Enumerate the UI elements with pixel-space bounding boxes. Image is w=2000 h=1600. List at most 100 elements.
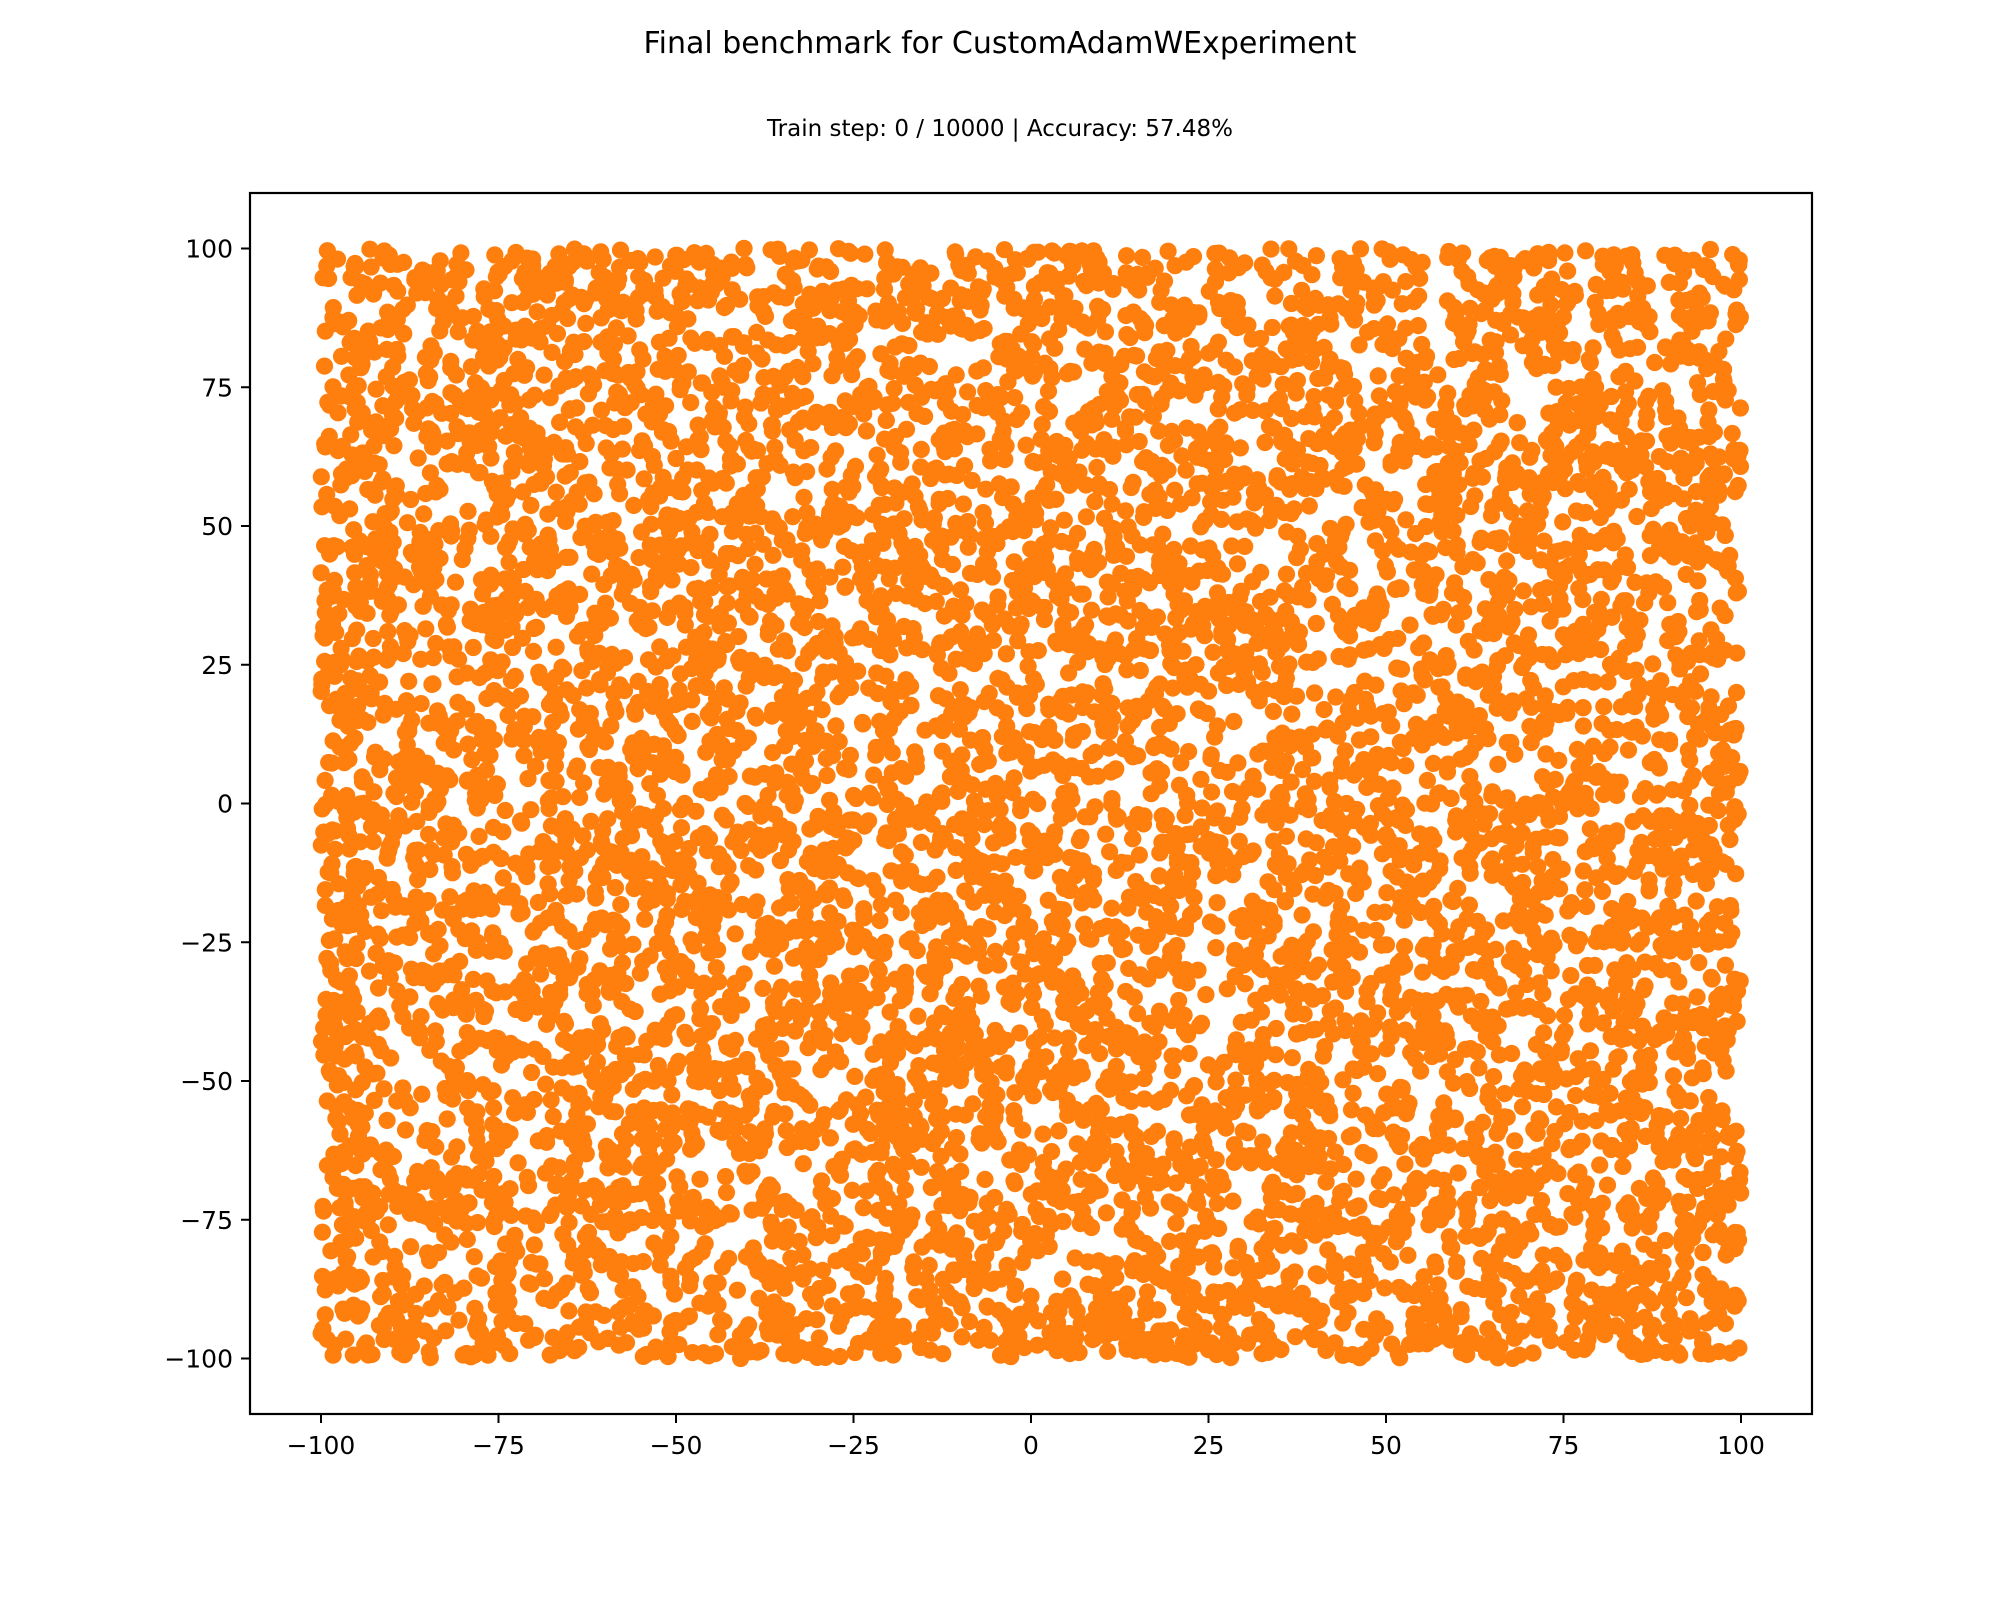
scatter-point (1729, 254, 1747, 272)
scatter-point (1168, 838, 1186, 856)
scatter-point (1094, 707, 1112, 726)
scatter-point (1726, 1148, 1744, 1166)
x-tick-label: 0 (1023, 1431, 1039, 1460)
scatter-point (1683, 1321, 1701, 1339)
scatter-point (318, 1156, 336, 1174)
x-tick-label: −100 (287, 1431, 356, 1460)
scatter-point (947, 246, 965, 264)
scatter-point (1721, 897, 1739, 915)
scatter-point (1436, 655, 1454, 673)
scatter-point (331, 738, 349, 757)
scatter-point (1383, 1335, 1401, 1353)
scatter-point (1148, 608, 1166, 626)
scatter-point (1334, 1314, 1352, 1332)
scatter-point (1275, 1151, 1293, 1169)
scatter-point (487, 1296, 505, 1314)
scatter-point (324, 1346, 342, 1364)
scatter-point (1554, 796, 1572, 814)
scatter-point (1627, 1342, 1645, 1360)
scatter-point (1453, 262, 1471, 280)
scatter-point (1028, 1336, 1046, 1354)
scatter-point (666, 262, 684, 280)
scatter-point (1626, 264, 1644, 282)
scatter-point (793, 1120, 812, 1138)
scatter-point (1336, 1021, 1355, 1040)
scatter-point (798, 463, 816, 481)
chart-subtitle: Train step: 0 / 10000 | Accuracy: 57.48% (767, 116, 1233, 142)
scatter-point (318, 485, 336, 503)
scatter-point (697, 245, 715, 263)
scatter-point (325, 571, 344, 590)
scatter-point (607, 319, 626, 337)
scatter-point (1099, 1342, 1117, 1360)
scatter-point (1476, 402, 1494, 420)
scatter-point (663, 1008, 682, 1026)
scatter-point-cloud (312, 239, 1750, 1368)
scatter-point (991, 1346, 1010, 1364)
scatter-point (1524, 1344, 1542, 1362)
scatter-point (452, 244, 470, 262)
scatter-point (318, 242, 336, 260)
scatter-point (1133, 248, 1152, 266)
scatter-point (947, 1129, 966, 1147)
scatter-point (1699, 1345, 1717, 1363)
scatter-point (908, 276, 926, 294)
scatter-point (1715, 725, 1733, 743)
y-tick-label: −25 (180, 928, 233, 957)
scatter-point (1265, 741, 1283, 759)
y-tick-label: 100 (185, 235, 233, 264)
y-tick-label: 50 (201, 512, 233, 541)
scatter-point (328, 1076, 346, 1094)
scatter-point (1206, 244, 1224, 263)
scatter-point (1341, 580, 1359, 598)
y-tick-label: 75 (201, 373, 233, 402)
scatter-point (1048, 968, 1066, 986)
scatter-point (1666, 246, 1684, 264)
scatter-point (1063, 255, 1081, 273)
scatter-point (1596, 1326, 1614, 1344)
scatter-point (1716, 391, 1734, 409)
scatter-point (783, 706, 801, 724)
scatter-point (1662, 355, 1680, 373)
scatter-point (380, 246, 398, 264)
scatter-point (736, 504, 754, 522)
x-tick-label: 25 (1193, 1431, 1225, 1460)
x-tick-label: 50 (1370, 1431, 1402, 1460)
scatter-point (425, 1329, 443, 1347)
scatter-point (319, 824, 337, 843)
scatter-point (975, 1318, 993, 1336)
scatter-point (413, 261, 432, 279)
scatter-point (526, 1326, 545, 1344)
scatter-point (1307, 247, 1325, 265)
scatter-point (849, 1334, 868, 1353)
scatter-point (637, 1346, 655, 1364)
scatter-point (765, 668, 783, 687)
scatter-point (1380, 243, 1398, 261)
scatter-point (347, 865, 365, 883)
scatter-point (900, 337, 918, 355)
scatter-point (1701, 1197, 1720, 1215)
scatter-point (1311, 1330, 1329, 1348)
scatter-point (1241, 1326, 1259, 1344)
scatter-point (1727, 305, 1745, 323)
scatter-point (1665, 1328, 1683, 1346)
scatter-point (1660, 1281, 1678, 1299)
scatter-point (986, 259, 1004, 278)
scatter-point (995, 412, 1013, 430)
scatter-point (1245, 683, 1263, 701)
scatter-point (957, 634, 976, 652)
scatter-point (510, 427, 528, 445)
scatter-point (575, 525, 594, 543)
scatter-point (1594, 256, 1612, 274)
scatter-point (1262, 269, 1280, 287)
scatter-point (316, 322, 334, 340)
scatter-point (670, 594, 689, 612)
scatter-point (409, 1162, 427, 1181)
scatter-point (1025, 243, 1043, 261)
scatter-point (1202, 1334, 1220, 1352)
scatter-point (1484, 1329, 1502, 1347)
scatter-point (1532, 551, 1550, 569)
scatter-point (1089, 311, 1107, 329)
scatter-point (839, 242, 858, 260)
